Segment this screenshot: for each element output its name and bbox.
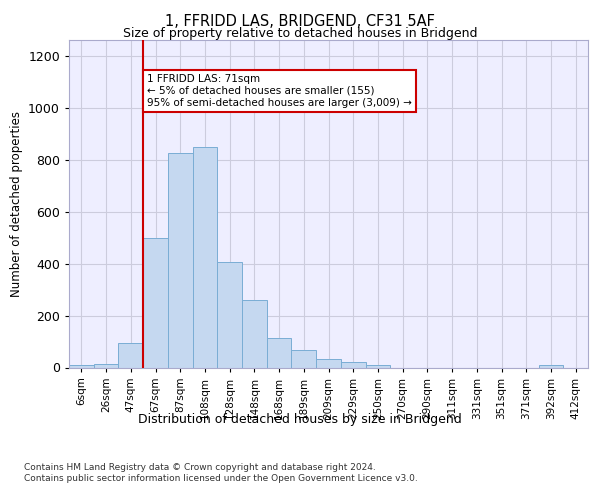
- Bar: [316, 359, 341, 368]
- Text: Contains HM Land Registry data © Crown copyright and database right 2024.: Contains HM Land Registry data © Crown c…: [24, 462, 376, 471]
- Text: Contains public sector information licensed under the Open Government Licence v3: Contains public sector information licen…: [24, 474, 418, 483]
- Bar: [242, 300, 267, 368]
- Bar: [292, 350, 316, 368]
- Bar: [365, 365, 390, 368]
- Bar: [94, 364, 118, 368]
- Text: Size of property relative to detached houses in Bridgend: Size of property relative to detached ho…: [123, 28, 477, 40]
- Y-axis label: Number of detached properties: Number of detached properties: [10, 111, 23, 296]
- Bar: [143, 238, 168, 368]
- Bar: [193, 146, 217, 368]
- Bar: [168, 153, 193, 368]
- Bar: [69, 366, 94, 368]
- Bar: [118, 343, 143, 367]
- Bar: [539, 366, 563, 368]
- Text: 1, FFRIDD LAS, BRIDGEND, CF31 5AF: 1, FFRIDD LAS, BRIDGEND, CF31 5AF: [165, 14, 435, 29]
- Text: Distribution of detached houses by size in Bridgend: Distribution of detached houses by size …: [138, 412, 462, 426]
- Bar: [267, 338, 292, 368]
- Bar: [217, 262, 242, 368]
- Bar: [341, 362, 365, 368]
- Text: 1 FFRIDD LAS: 71sqm
← 5% of detached houses are smaller (155)
95% of semi-detach: 1 FFRIDD LAS: 71sqm ← 5% of detached hou…: [147, 74, 412, 108]
